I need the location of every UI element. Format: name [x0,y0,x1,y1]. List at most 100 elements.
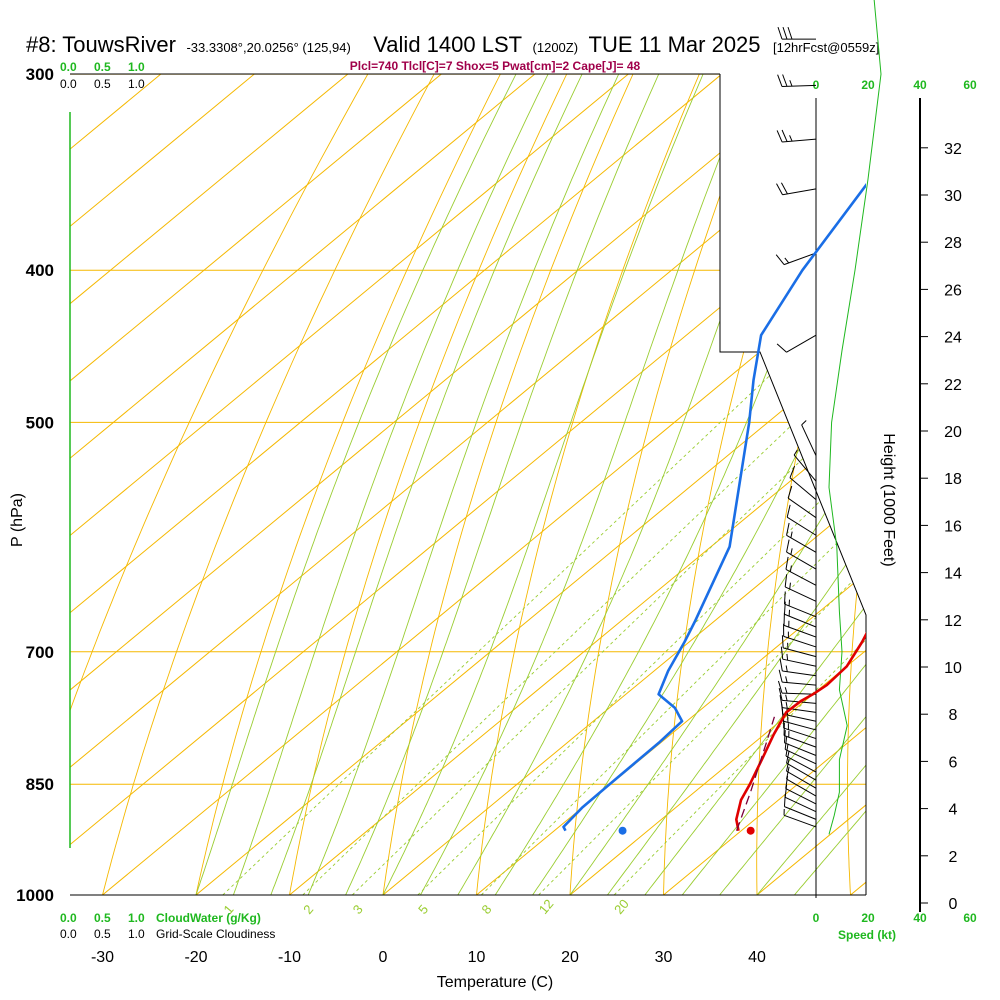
wind-barb-feather [777,680,783,694]
pressure-tick-300: 300 [26,65,54,84]
tropopause-frame [719,74,867,895]
wind-barb [780,646,817,667]
moist-adiabat [756,74,866,895]
pressure-axis-label: P (hPa) [9,493,26,547]
dry-adiabat [847,74,866,895]
wind-barb [776,129,817,143]
height-tick-30: 30 [944,188,962,205]
cl-btick-0: 0.0 [60,927,77,941]
wind-barb-half-feather [785,694,788,701]
height-tick-16: 16 [944,518,962,535]
dry-adiabat [936,0,1000,895]
isotherm-line [70,74,406,895]
isotherm-line [476,74,866,895]
wind-barb-half-feather [789,582,791,590]
isotherm-line [70,74,499,895]
wind-barb [783,793,817,820]
moist-adiabat [195,74,582,895]
wind-speed-curve [828,0,882,835]
temp-tick-0: 0 [379,949,388,966]
moist-adiabat [607,74,866,895]
pressure-tick-400: 400 [26,261,54,280]
wind-barb-half-feather [785,665,788,672]
height-tick-18: 18 [944,471,962,488]
ws-btick-0: 0 [813,911,820,925]
dry-adiabat [569,74,818,895]
wind-barb-half-feather [790,531,793,538]
isotherm-line [756,74,866,895]
temp-tick-10: 10 [468,949,486,966]
mixing-ratio-label: 8 [478,902,494,917]
temperature-axis: -30 -20 -10 0 10 20 30 40 [91,949,766,966]
wind-barb-feather [786,504,791,518]
wind-speed-label: Speed (kt) [838,928,896,942]
height-tick-8: 8 [949,707,958,724]
cl-btick-2: 1.0 [128,927,145,941]
wind-barb-half-feather [784,687,788,694]
dewpoint-profile [562,183,866,832]
mixing-ratio-label: 20 [611,896,632,917]
wind-barbs [775,0,882,835]
wind-barb [779,658,817,677]
cw-btick-1: 0.5 [94,911,111,925]
temperature-axis-label: Temperature (C) [437,974,553,991]
parcel-path [735,716,776,831]
wind-barb-staff [782,84,817,88]
height-tick-32: 32 [944,141,962,158]
wind-barb-feather [779,695,783,708]
temp-tick--30: -30 [91,949,114,966]
wind-barb-staff [786,534,817,553]
wind-barb [784,574,817,602]
height-tick-6: 6 [949,754,958,771]
wind-barb [777,26,816,40]
wind-barb [783,623,817,648]
wind-barb [783,601,817,628]
cl-tick-2: 1.0 [128,77,145,91]
wind-barb-staff [782,692,817,695]
isotherm-line [195,74,866,895]
wind-barb-staff [783,720,817,731]
wind-barb [789,465,817,501]
moist-adiabat [270,74,645,895]
wind-barb [783,730,817,756]
wind-barb-feather [782,26,788,40]
wind-barb [786,758,817,789]
surface-dewpoint-dot [618,826,627,835]
wind-barb-staff [786,551,817,570]
wind-barb-feather [787,26,793,40]
wind-barb-staff [785,788,817,805]
wind-barb-staff [782,138,817,143]
wind-barb-staff [787,497,817,519]
temp-tick-40: 40 [748,949,766,966]
isotherm-line [850,74,866,895]
wind-barb-feather [787,485,793,499]
wind-barb-staff [782,707,817,713]
height-tick-14: 14 [944,566,962,583]
wind-barb-feather [783,591,786,605]
wind-barb-feather [785,775,789,789]
cw-tick-0: 0.0 [60,60,77,74]
wind-barb-half-feather [784,257,790,264]
ws-tick-40: 40 [913,78,927,92]
wind-barb-staff [782,681,817,686]
wind-speed-scale-top: 0 20 40 60 [813,78,977,92]
isotherm-line [70,74,866,895]
surface-temperature-dot [746,826,755,835]
cl-tick-1: 0.5 [94,77,111,91]
isotherm-line [70,74,593,895]
wind-barb [786,522,817,553]
moist-adiabat [681,74,866,895]
wind-barb-staff [782,670,817,677]
wind-barb [785,743,817,773]
wind-barb-staff [786,770,817,789]
dry-adiabat [756,74,866,895]
wind-barb-feather [786,539,790,553]
temperature-profile [734,631,866,831]
station-coords: -33.3308°,20.0256° (125,94) [186,40,350,55]
wind-barb-feather [786,758,790,772]
cloudwater-label: CloudWater (g/Kg) [156,911,261,925]
wind-barb [786,750,817,781]
pressure-axis: 2503004005007008501000 [16,65,54,905]
wind-barb-half-feather [789,135,793,142]
height-tick-26: 26 [944,282,962,299]
